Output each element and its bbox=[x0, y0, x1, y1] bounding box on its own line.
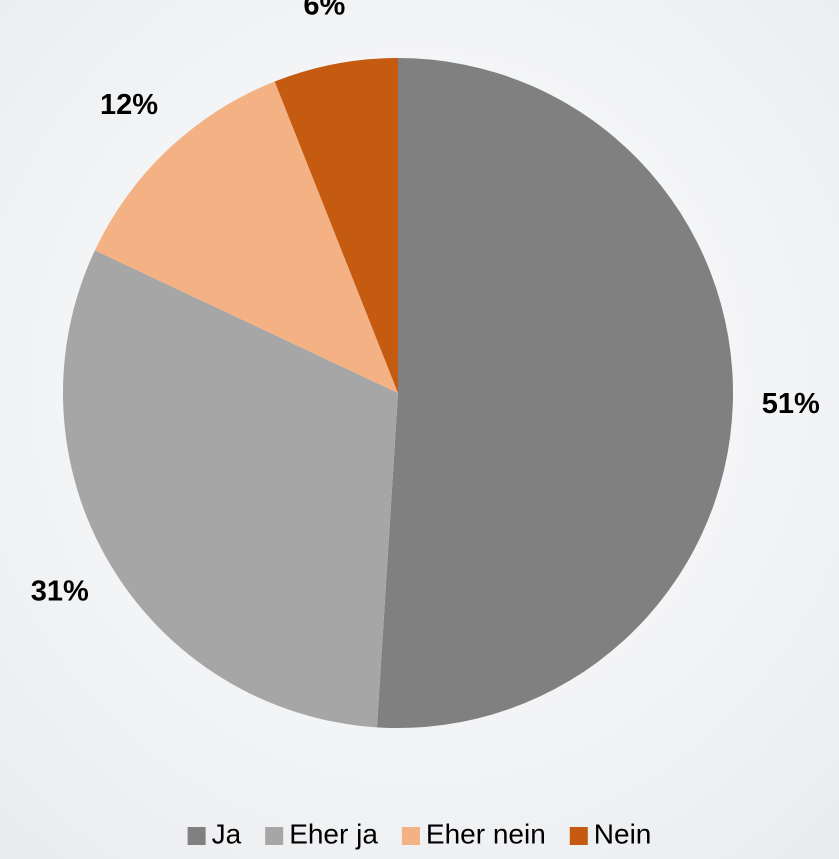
legend-label: Eher ja bbox=[289, 818, 378, 849]
pie-slice bbox=[94, 81, 398, 394]
legend-swatch bbox=[569, 827, 588, 845]
data-label: 51% bbox=[762, 388, 820, 420]
data-label: 12% bbox=[100, 89, 158, 121]
pie-slice bbox=[274, 58, 398, 393]
legend-swatch bbox=[265, 827, 284, 845]
data-label: 6% bbox=[303, 0, 345, 22]
legend-label: Ja bbox=[212, 818, 242, 849]
legend-label: Nein bbox=[594, 818, 652, 849]
legend-swatch bbox=[187, 827, 206, 845]
legend-label: Eher nein bbox=[426, 818, 546, 849]
pie-slice bbox=[62, 250, 399, 728]
legend-swatch bbox=[401, 827, 420, 845]
data-label: 31% bbox=[31, 576, 89, 608]
pie-slice bbox=[376, 57, 734, 728]
